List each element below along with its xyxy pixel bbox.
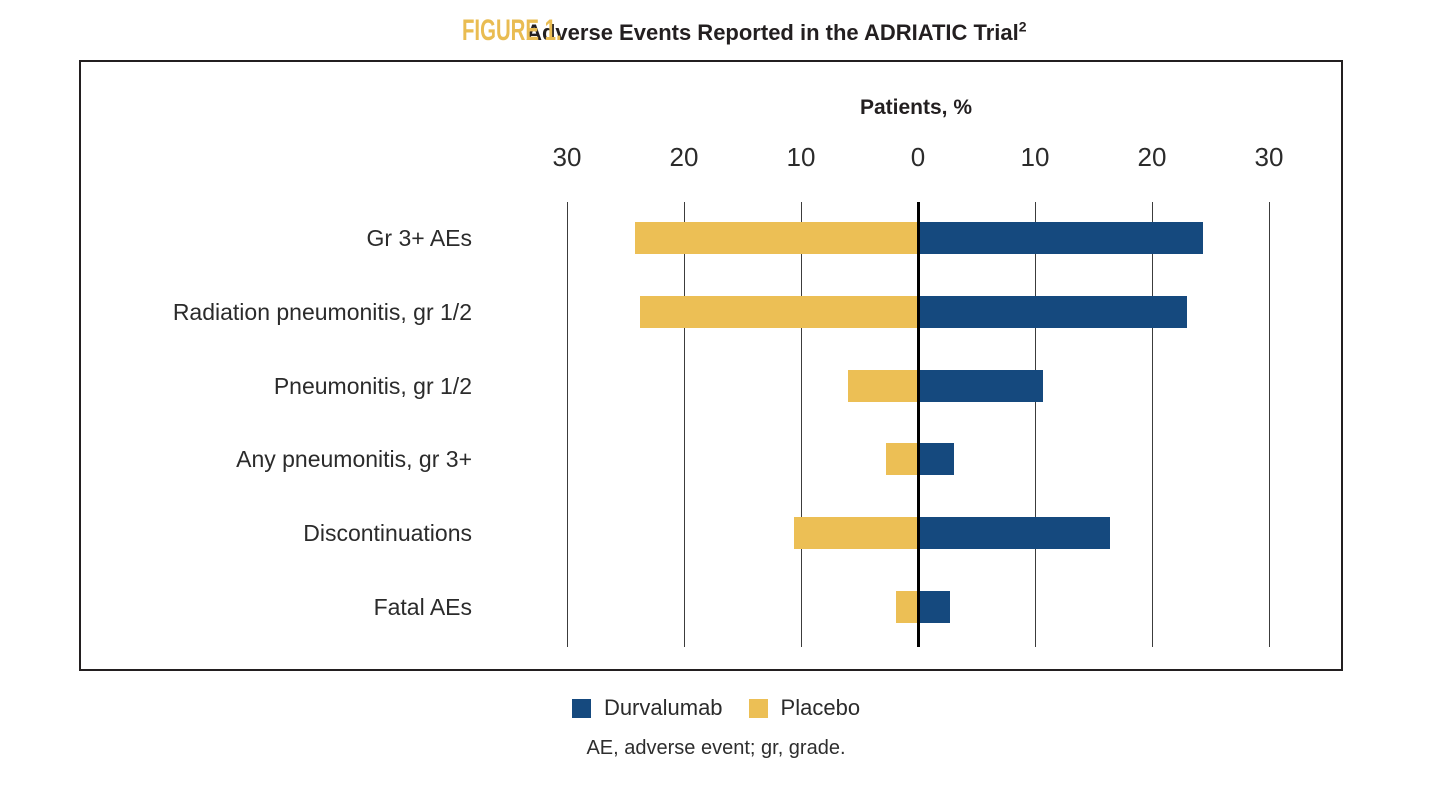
bar-durvalumab (918, 517, 1110, 549)
category-label: Any pneumonitis, gr 3+ (236, 446, 472, 473)
category-label: Gr 3+ AEs (366, 225, 472, 251)
figure-title-superscript: 2 (1018, 18, 1027, 35)
bar-placebo (886, 443, 918, 476)
axis-title: Patients, % (859, 96, 973, 119)
gridline (800, 202, 802, 647)
gridline (1034, 202, 1036, 647)
figure-label: FIGURE 1. (462, 14, 563, 47)
bar-placebo (895, 590, 918, 623)
category-label: Pneumonitis, gr 1/2 (273, 372, 472, 399)
axis-tick-label: 30 (552, 142, 582, 172)
bar-durvalumab (918, 369, 1044, 402)
figure-title: FIGURE 1. Adverse Events Reported in the… (0, 14, 1442, 48)
axis-tick-label: 10 (1020, 142, 1050, 172)
zero-axis-line (916, 202, 920, 647)
bar-placebo (847, 369, 918, 402)
axis-tick-label: 30 (1254, 142, 1284, 172)
category-label: Radiation pneumonitis, gr 1/2 (172, 298, 472, 325)
bar-placebo (634, 222, 918, 254)
category-label: Discontinuations (303, 520, 472, 546)
gridline (683, 202, 685, 647)
bar-placebo (793, 517, 918, 549)
gridline (1268, 202, 1270, 647)
chart-container: Patients, % 30 20 10 0 10 20 30 Gr 3+ AEs Radia… (79, 60, 1343, 671)
gridline (566, 202, 568, 647)
legend: Durvalumab Placebo (0, 695, 1432, 721)
figure-title-main: Adverse Events Reported in the ADRIATIC … (526, 20, 1019, 45)
legend-swatch-icon (748, 698, 768, 718)
figure-title-text: Adverse Events Reported in the ADRIATIC … (526, 20, 1026, 46)
axis-tick-label: 10 (786, 142, 816, 172)
footnote: AE, adverse event; gr, grade. (586, 737, 846, 759)
axis-tick-label: 0 (910, 142, 926, 172)
bar-durvalumab (918, 295, 1188, 328)
legend-item: Placebo (748, 695, 861, 721)
bar-durvalumab (918, 590, 950, 623)
axis-tick-label: 20 (1137, 142, 1167, 172)
axis-tick-label: 20 (669, 142, 699, 172)
bar-durvalumab (918, 443, 955, 476)
bar-durvalumab (918, 222, 1204, 254)
legend-item: Durvalumab (571, 695, 723, 721)
bar-placebo (639, 295, 918, 328)
legend-label: Placebo (780, 695, 861, 720)
legend-swatch-icon (571, 698, 591, 718)
category-label: Fatal AEs (373, 593, 472, 620)
gridline (1151, 202, 1153, 647)
legend-label: Durvalumab (603, 695, 723, 720)
